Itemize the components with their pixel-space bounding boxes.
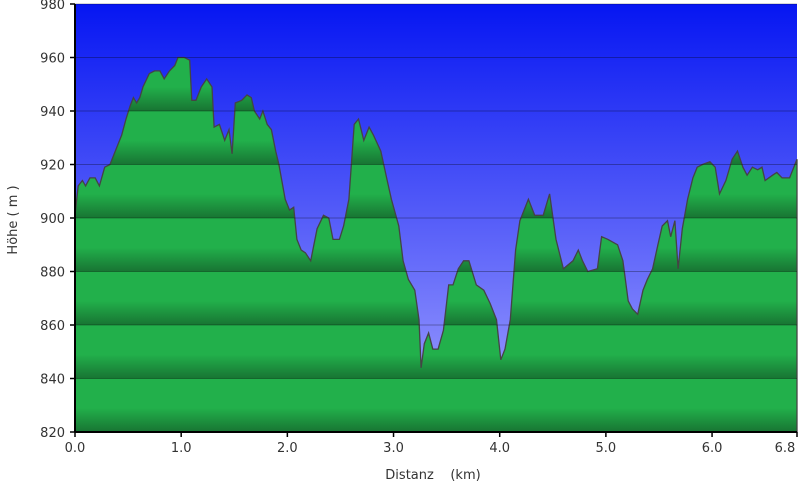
x-tick-label: 1.0	[171, 441, 192, 456]
elevation-area	[74, 56, 798, 433]
y-tick-label: 920	[40, 159, 65, 174]
y-tick-label: 940	[40, 105, 65, 120]
x-tick-label: 4.0	[489, 441, 510, 456]
x-tick-label: 3.0	[383, 441, 404, 456]
y-tick-label: 820	[40, 426, 65, 441]
y-tick-label: 900	[40, 212, 65, 227]
y-axis-label: Höhe ( m )	[6, 185, 21, 254]
x-tick-labels: 0.0 1.0 2.0 3.0 4.0 5.0 6.0 6.8	[65, 441, 796, 456]
y-tick-label: 860	[40, 319, 65, 334]
x-tick-label: 5.0	[596, 441, 617, 456]
x-tick-label: 0.0	[65, 441, 86, 456]
x-tick-label: 6.0	[702, 441, 723, 456]
y-tick-label: 960	[40, 52, 65, 67]
y-tick-label: 980	[40, 0, 65, 13]
axes	[70, 3, 798, 437]
x-tick-label: 6.8	[775, 441, 796, 456]
y-tick-label: 880	[40, 266, 65, 281]
y-tick-label: 840	[40, 373, 65, 388]
x-axis-label: Distanz (km)	[385, 468, 480, 483]
grid-lines	[75, 3, 797, 379]
y-tick-labels: 820 840 860 880 900 920 940 960 980	[40, 0, 65, 441]
x-tick-label: 2.0	[277, 441, 298, 456]
